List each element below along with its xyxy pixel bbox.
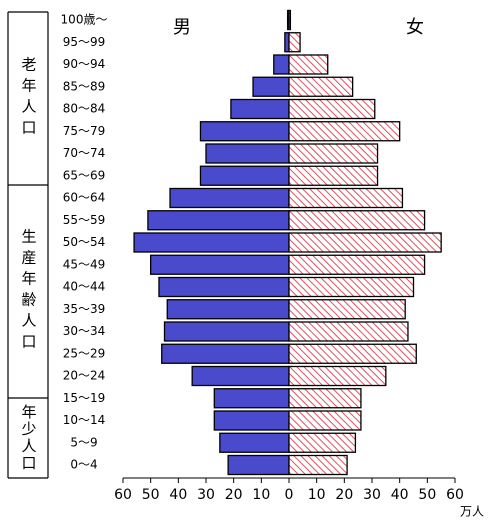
age-label: 70～74: [63, 146, 106, 160]
x-tick-label: 60: [446, 487, 464, 503]
bar: [163, 321, 290, 342]
bar: [273, 54, 290, 75]
bar: [227, 454, 290, 476]
age-label: 10～14: [63, 413, 106, 427]
x-tick-label: 40: [391, 487, 409, 503]
group-label: 年少人口: [20, 404, 38, 472]
x-tick-label: 50: [418, 487, 436, 503]
age-label: 0～4: [70, 458, 97, 472]
bar: [288, 388, 362, 409]
legend-male: 男: [173, 17, 191, 38]
bar: [288, 32, 301, 53]
x-tick-label: 20: [225, 487, 243, 503]
age-label: 5～9: [70, 435, 97, 449]
bar: [205, 143, 290, 164]
bar: [288, 187, 404, 209]
age-label: 35～39: [63, 302, 106, 316]
bar: [288, 254, 426, 275]
bar: [288, 98, 376, 120]
bar: [288, 432, 357, 453]
age-label: 25～29: [63, 346, 106, 360]
bar: [288, 321, 409, 342]
bar: [166, 299, 290, 320]
bar: [219, 432, 290, 453]
bar: [288, 143, 379, 164]
age-label: 50～54: [63, 235, 106, 249]
bar: [288, 121, 401, 142]
bar: [199, 165, 290, 186]
x-tick-label: 0: [285, 487, 294, 503]
bar: [288, 165, 379, 186]
group-label: 生産年齢人口: [20, 229, 38, 355]
age-label: 65～69: [63, 168, 106, 182]
x-tick-label: 50: [142, 487, 160, 503]
bar: [288, 54, 329, 75]
age-label: 55～59: [63, 213, 106, 227]
x-tick-label: 20: [335, 487, 353, 503]
bar: [288, 343, 417, 364]
bar: [288, 9, 292, 31]
age-label: 85～89: [63, 79, 106, 93]
bar: [288, 276, 415, 298]
bar: [199, 121, 290, 142]
bar: [161, 343, 290, 364]
age-label: 80～84: [63, 102, 106, 116]
age-label: 75～79: [63, 124, 106, 138]
bar: [158, 276, 290, 298]
age-label: 90～94: [63, 57, 106, 71]
age-label: 95～99: [63, 35, 106, 49]
x-tick-label: 30: [197, 487, 215, 503]
age-label: 15～19: [63, 391, 106, 405]
age-label: 45～49: [63, 257, 106, 271]
x-tick-label: 40: [169, 487, 187, 503]
age-label: 100歳～: [61, 13, 108, 27]
age-label: 40～44: [63, 280, 106, 294]
bar: [213, 388, 290, 409]
bar: [288, 76, 354, 97]
bar: [147, 210, 290, 231]
age-label: 20～24: [63, 369, 106, 383]
x-axis-label: 万人: [460, 505, 484, 519]
bar: [288, 299, 406, 320]
bar: [191, 365, 290, 387]
bar: [213, 410, 290, 431]
x-tick-label: 30: [363, 487, 381, 503]
group-label: 老年人口: [20, 57, 38, 141]
x-tick-label: 60: [114, 487, 132, 503]
bar: [169, 187, 290, 209]
bar: [230, 98, 290, 120]
bar: [133, 232, 290, 253]
age-label: 60～64: [63, 191, 106, 205]
x-tick-label: 10: [308, 487, 326, 503]
bar: [288, 210, 426, 231]
bar: [252, 76, 290, 97]
group-brackets: [7, 11, 49, 479]
bar: [150, 254, 290, 275]
bar: [288, 365, 387, 387]
bar: [288, 232, 442, 253]
age-label: 30～34: [63, 324, 106, 338]
x-tick-label: 10: [252, 487, 270, 503]
bar: [288, 410, 362, 431]
bar: [288, 454, 348, 476]
legend-female: 女: [406, 17, 424, 38]
